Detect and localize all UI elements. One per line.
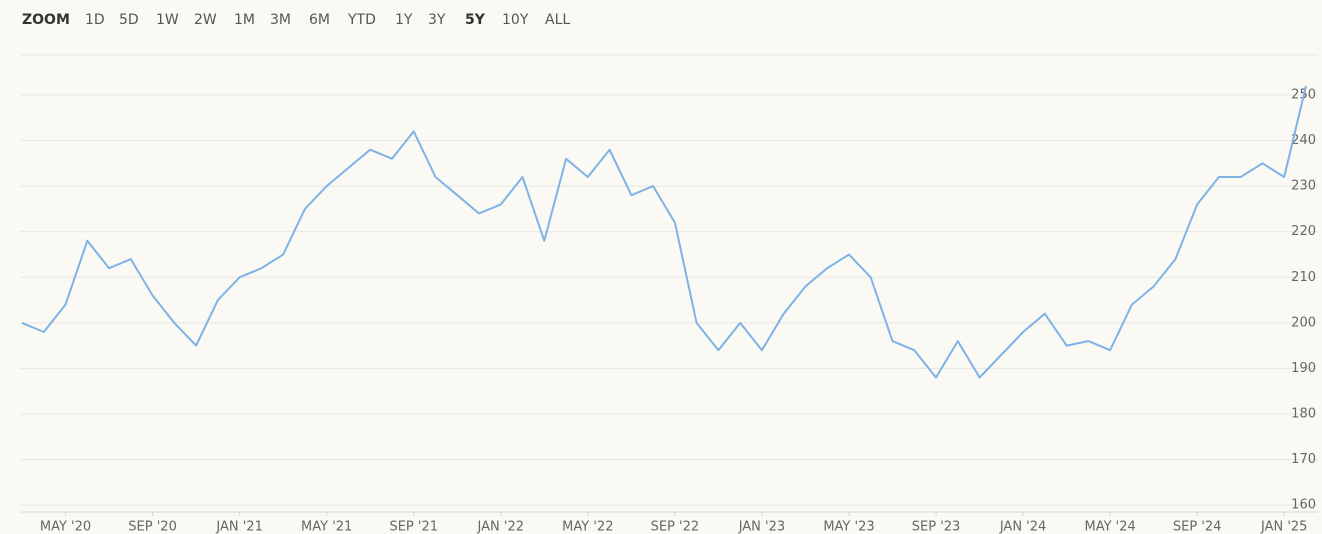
x-tick-label: MAY '20: [40, 520, 91, 534]
x-tick-label: SEP '21: [389, 520, 438, 534]
range-button[interactable]: 10Y: [502, 12, 529, 28]
range-button[interactable]: 3Y: [428, 12, 446, 28]
range-button[interactable]: 2W: [194, 12, 217, 28]
range-button[interactable]: 5D: [119, 12, 139, 28]
y-tick-label: 200: [1291, 315, 1316, 330]
range-button[interactable]: 1Y: [395, 12, 413, 28]
y-tick-label: 230: [1291, 179, 1316, 194]
x-tick-label: MAY '22: [562, 520, 613, 534]
range-button[interactable]: 3M: [270, 12, 291, 28]
y-tick-label: 160: [1291, 498, 1316, 513]
y-tick-label: 240: [1291, 133, 1316, 148]
x-tick-label: MAY '21: [301, 520, 352, 534]
y-tick-label: 180: [1291, 407, 1316, 422]
range-button[interactable]: 1W: [156, 12, 179, 28]
x-tick-label: JAN '24: [999, 520, 1046, 534]
y-tick-label: 210: [1291, 270, 1316, 285]
x-tick-label: JAN '23: [738, 520, 785, 534]
range-button[interactable]: YTD: [347, 12, 376, 28]
zoom-label: ZOOM: [22, 12, 70, 28]
price-line: [21, 85, 1307, 379]
x-tick-label: SEP '20: [128, 520, 177, 534]
range-button[interactable]: 6M: [309, 12, 330, 28]
range-button[interactable]: 5Y: [465, 12, 486, 28]
x-tick-label: MAY '24: [1084, 520, 1135, 534]
x-tick-label: SEP '24: [1173, 520, 1222, 534]
range-button[interactable]: 1M: [234, 12, 255, 28]
x-tick-label: SEP '23: [912, 520, 961, 534]
x-tick-label: MAY '23: [823, 520, 874, 534]
x-tick-label: JAN '22: [477, 520, 524, 534]
x-tick-label: JAN '25: [1260, 520, 1307, 534]
range-button[interactable]: 1D: [85, 12, 105, 28]
range-button[interactable]: ALL: [545, 12, 570, 28]
x-tick-label: JAN '21: [215, 520, 262, 534]
y-tick-label: 220: [1291, 224, 1316, 239]
y-tick-label: 190: [1291, 361, 1316, 376]
y-tick-label: 170: [1291, 452, 1316, 467]
x-tick-label: SEP '22: [651, 520, 700, 534]
